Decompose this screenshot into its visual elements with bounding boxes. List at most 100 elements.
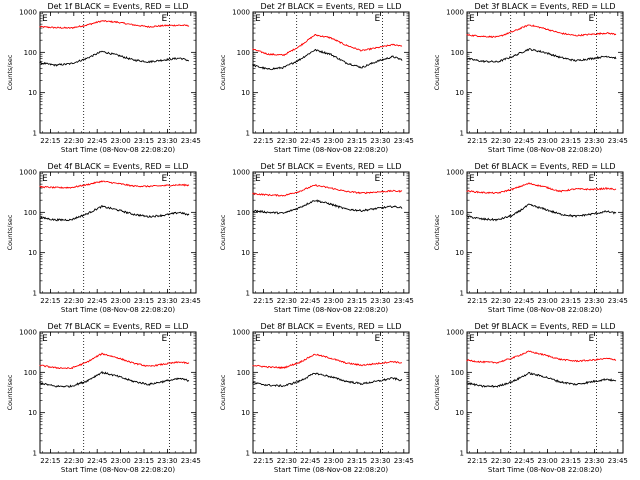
chart-title: Det 4f BLACK = Events, RED = LLD bbox=[47, 162, 188, 171]
x-axis-label: Start Time (08-Nov-08 22:08:20) bbox=[488, 306, 602, 314]
marker-label: E bbox=[42, 174, 48, 184]
y-tick-label: 1000 bbox=[232, 9, 250, 17]
x-tick-label: 22:15 bbox=[40, 457, 60, 465]
x-tick-label: 22:30 bbox=[277, 137, 297, 145]
x-tick-label: 23:15 bbox=[134, 137, 154, 145]
x-tick-label: 23:15 bbox=[134, 457, 154, 465]
x-tick-label: 22:15 bbox=[467, 297, 487, 305]
x-tick-label: 23:00 bbox=[538, 137, 558, 145]
x-tick-label: 23:30 bbox=[584, 137, 604, 145]
chart-title: Det 6f BLACK = Events, RED = LLD bbox=[474, 162, 615, 171]
x-tick-label: 22:30 bbox=[491, 137, 511, 145]
x-tick-label: 23:45 bbox=[394, 297, 414, 305]
y-tick-label: 1000 bbox=[19, 329, 37, 337]
y-axis-label: Counts/sec bbox=[219, 214, 227, 250]
marker-label: E bbox=[255, 174, 261, 184]
y-tick-label: 10 bbox=[455, 409, 464, 417]
x-tick-label: 23:15 bbox=[134, 297, 154, 305]
chart-panel-3: Det 3f BLACK = Events, RED = LLD Counts/s… bbox=[433, 2, 628, 154]
x-tick-label: 23:45 bbox=[608, 137, 628, 145]
x-tick-label: 23:00 bbox=[111, 297, 131, 305]
plot-frame bbox=[39, 171, 197, 294]
x-tick-label: 23:45 bbox=[608, 297, 628, 305]
x-tick-label: 23:00 bbox=[111, 457, 131, 465]
x-tick-label: 22:15 bbox=[467, 457, 487, 465]
x-tick-label: 22:45 bbox=[87, 137, 107, 145]
x-tick-label: 22:15 bbox=[467, 137, 487, 145]
x-tick-label: 22:30 bbox=[64, 457, 84, 465]
x-tick-label: 23:45 bbox=[608, 457, 628, 465]
plot-frame bbox=[252, 331, 410, 454]
y-tick-label: 1000 bbox=[232, 329, 250, 337]
x-axis-label: Start Time (08-Nov-08 22:08:20) bbox=[488, 146, 602, 154]
chart-title: Det 8f BLACK = Events, RED = LLD bbox=[260, 322, 401, 331]
chart-panel-7: Det 7f BLACK = Events, RED = LLD Counts/s… bbox=[6, 322, 201, 474]
x-tick-label: 23:45 bbox=[181, 137, 201, 145]
lld-series-line bbox=[252, 184, 403, 197]
y-tick-label: 1 bbox=[33, 130, 37, 138]
x-tick-label: 22:45 bbox=[87, 297, 107, 305]
x-tick-label: 23:30 bbox=[370, 457, 390, 465]
y-tick-label: 1 bbox=[460, 130, 464, 138]
x-tick-label: 23:45 bbox=[181, 297, 201, 305]
plot-frame bbox=[252, 171, 410, 294]
y-tick-label: 100 bbox=[451, 49, 464, 57]
x-tick-label: 22:45 bbox=[87, 457, 107, 465]
y-tick-label: 1 bbox=[33, 450, 37, 458]
events-series-line bbox=[252, 48, 403, 71]
x-tick-label: 22:30 bbox=[491, 457, 511, 465]
y-tick-label: 1 bbox=[460, 450, 464, 458]
x-tick-label: 22:45 bbox=[300, 137, 320, 145]
y-tick-label: 10 bbox=[241, 409, 250, 417]
y-tick-label: 100 bbox=[237, 209, 250, 217]
lld-series-line bbox=[466, 182, 617, 195]
x-tick-label: 23:15 bbox=[347, 137, 367, 145]
chart-title: Det 5f BLACK = Events, RED = LLD bbox=[260, 162, 401, 171]
y-axis-label: Counts/sec bbox=[219, 374, 227, 410]
marker-label: E bbox=[161, 174, 167, 184]
x-tick-label: 23:00 bbox=[324, 457, 344, 465]
x-tick-label: 22:30 bbox=[64, 137, 84, 145]
y-tick-label: 10 bbox=[28, 249, 37, 257]
y-tick-label: 1 bbox=[33, 290, 37, 298]
x-tick-label: 23:00 bbox=[324, 137, 344, 145]
x-tick-label: 22:15 bbox=[253, 297, 273, 305]
y-tick-label: 1 bbox=[246, 450, 250, 458]
lld-series-line bbox=[252, 34, 403, 57]
x-tick-label: 23:45 bbox=[181, 457, 201, 465]
y-tick-label: 1 bbox=[460, 290, 464, 298]
chart-panel-5: Det 5f BLACK = Events, RED = LLD Counts/s… bbox=[219, 162, 414, 314]
x-tick-label: 22:30 bbox=[64, 297, 84, 305]
lld-series-line bbox=[39, 180, 190, 189]
y-axis-label: Counts/sec bbox=[6, 54, 14, 90]
events-series-line bbox=[466, 371, 617, 388]
x-tick-label: 22:30 bbox=[491, 297, 511, 305]
x-axis-label: Start Time (08-Nov-08 22:08:20) bbox=[61, 466, 175, 474]
x-axis-label: Start Time (08-Nov-08 22:08:20) bbox=[61, 306, 175, 314]
x-tick-label: 22:15 bbox=[253, 457, 273, 465]
x-tick-label: 23:30 bbox=[370, 297, 390, 305]
marker-label: E bbox=[42, 334, 48, 344]
x-axis-label: Start Time (08-Nov-08 22:08:20) bbox=[274, 306, 388, 314]
y-axis-label: Counts/sec bbox=[433, 214, 441, 250]
x-tick-label: 23:30 bbox=[584, 297, 604, 305]
chart-title: Det 9f BLACK = Events, RED = LLD bbox=[474, 322, 615, 331]
y-tick-label: 10 bbox=[28, 409, 37, 417]
y-tick-label: 1000 bbox=[446, 329, 464, 337]
marker-label: E bbox=[161, 334, 167, 344]
x-tick-label: 23:30 bbox=[370, 137, 390, 145]
marker-label: E bbox=[469, 334, 475, 344]
x-tick-label: 23:30 bbox=[157, 137, 177, 145]
x-axis-label: Start Time (08-Nov-08 22:08:20) bbox=[488, 466, 602, 474]
y-tick-label: 1000 bbox=[446, 169, 464, 177]
events-series-line bbox=[252, 372, 403, 388]
x-tick-label: 22:45 bbox=[300, 297, 320, 305]
y-axis-label: Counts/sec bbox=[6, 374, 14, 410]
marker-label: E bbox=[588, 174, 594, 184]
x-tick-label: 22:45 bbox=[514, 137, 534, 145]
x-tick-label: 23:30 bbox=[157, 457, 177, 465]
x-tick-label: 23:00 bbox=[324, 297, 344, 305]
x-tick-label: 22:15 bbox=[40, 137, 60, 145]
chart-panel-8: Det 8f BLACK = Events, RED = LLD Counts/s… bbox=[219, 322, 414, 474]
